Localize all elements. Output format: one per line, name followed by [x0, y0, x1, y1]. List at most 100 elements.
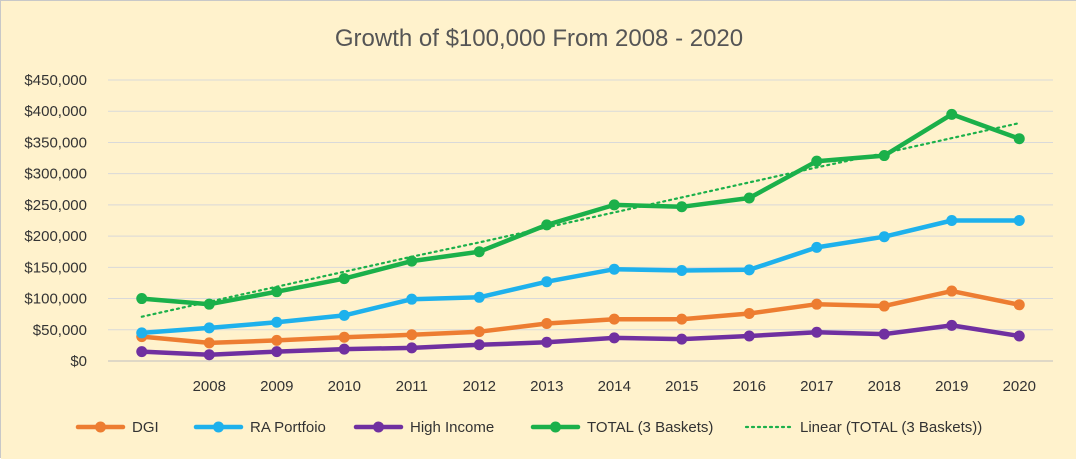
data-point: [473, 326, 485, 338]
data-point: [811, 241, 823, 253]
y-tick-label: $150,000: [24, 259, 87, 276]
chart-title: Growth of $100,000 From 2008 - 2020: [335, 25, 743, 52]
legend-label: RA Portfoio: [250, 419, 326, 436]
x-tick-label: 2018: [868, 378, 901, 395]
legend-label: TOTAL (3 Baskets): [587, 419, 713, 436]
data-point: [136, 327, 148, 339]
data-point: [271, 334, 283, 346]
data-point: [203, 337, 215, 349]
data-point: [541, 276, 553, 288]
data-point: [878, 231, 890, 243]
data-point: [811, 155, 823, 167]
data-point: [203, 349, 215, 361]
data-point: [203, 322, 215, 334]
data-point: [743, 264, 755, 276]
data-point: [271, 286, 283, 298]
y-tick-label: $450,000: [24, 72, 87, 89]
data-point: [946, 108, 958, 120]
series-line: [139, 112, 1022, 307]
y-tick-label: $400,000: [24, 103, 87, 120]
y-tick-label: $200,000: [24, 228, 87, 245]
data-point: [608, 313, 620, 325]
data-point: [946, 215, 958, 226]
data-point: [338, 331, 350, 343]
x-tick-label: 2017: [800, 378, 833, 395]
trendline: [140, 121, 1021, 318]
data-point: [541, 318, 553, 330]
y-tick-label: $250,000: [24, 197, 87, 214]
x-tick-label: 2016: [733, 378, 766, 395]
data-point: [406, 342, 418, 354]
x-tick-label: 2009: [260, 378, 293, 395]
data-point: [743, 192, 755, 204]
data-point: [338, 309, 350, 321]
data-point: [136, 293, 148, 305]
legend-marker-dot: [550, 421, 561, 433]
data-point: [338, 343, 350, 355]
x-tick-label: 2015: [665, 378, 698, 395]
data-point: [541, 336, 553, 348]
data-point: [743, 330, 755, 342]
data-point: [811, 298, 823, 310]
data-point: [473, 291, 485, 303]
data-point: [406, 293, 418, 305]
data-point: [608, 263, 620, 275]
data-point: [338, 273, 350, 285]
data-point: [406, 255, 418, 267]
data-point: [1013, 133, 1025, 145]
data-point: [1013, 330, 1025, 342]
data-point: [541, 219, 553, 231]
data-point: [136, 346, 148, 358]
legend-label: Linear (TOTAL (3 Baskets)): [800, 419, 982, 436]
data-point: [676, 313, 688, 325]
legend-marker-dot: [373, 421, 384, 433]
y-tick-label: $350,000: [24, 134, 87, 151]
data-point: [878, 150, 890, 162]
data-point: [946, 319, 958, 331]
x-tick-label: 2019: [935, 378, 968, 395]
x-tick-label: 2010: [328, 378, 361, 395]
data-point: [676, 333, 688, 345]
data-point: [1013, 299, 1025, 311]
legend-marker-dot: [213, 421, 224, 433]
series-line: [139, 218, 1022, 336]
data-point: [271, 316, 283, 328]
x-tick-label: 2013: [530, 378, 563, 395]
y-axis-ticks: $0 $50,000 $100,000 $150,000 $200,000 $250,00…: [24, 72, 87, 370]
data-point: [676, 264, 688, 276]
gridlines: [108, 79, 1053, 331]
legend-marker-dot: [95, 421, 106, 433]
legend-label: High Income: [410, 419, 494, 436]
data-point: [406, 329, 418, 341]
y-tick-label: $300,000: [24, 166, 87, 183]
series-line: [139, 288, 1022, 346]
data-point: [878, 300, 890, 312]
data-point: [1013, 215, 1025, 226]
data-point: [811, 326, 823, 338]
x-tick-label: 2020: [1003, 378, 1036, 395]
x-tick-label: 2014: [598, 378, 631, 395]
data-point: [676, 201, 688, 213]
x-tick-label: 2012: [463, 378, 496, 395]
data-point: [743, 308, 755, 320]
data-point: [608, 199, 620, 211]
data-point: [271, 346, 283, 358]
data-point: [946, 285, 958, 297]
data-point: [878, 328, 890, 340]
x-tick-label: 2008: [193, 378, 226, 395]
y-tick-label: $50,000: [33, 322, 87, 339]
y-tick-label: $100,000: [24, 291, 87, 308]
data-point: [473, 339, 485, 351]
legend: DGI RA Portfoio High Income TOTAL (3 Basket…: [75, 419, 982, 436]
x-tick-label: 2011: [396, 378, 428, 395]
series-lines: [136, 108, 1025, 361]
data-point: [608, 332, 620, 344]
legend-label: DGI: [132, 419, 159, 436]
series-line: [139, 323, 1022, 358]
x-axis-ticks: 2008 2009 2010 2011 2012 2013 2014 2015 2016 2017…: [193, 378, 1036, 395]
data-point: [473, 246, 485, 258]
data-point: [203, 298, 215, 310]
y-tick-label: $0: [70, 353, 87, 370]
